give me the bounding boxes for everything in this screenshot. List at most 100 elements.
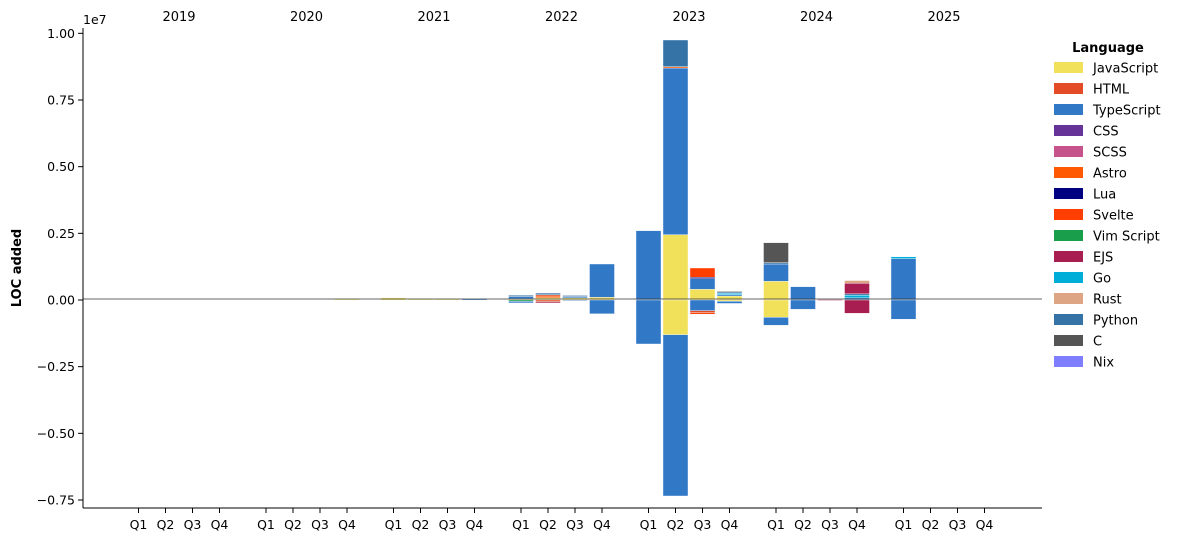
bar-segment-2024-q4-ejs: [844, 283, 870, 295]
legend-swatch-c: [1054, 335, 1083, 346]
legend-swatch-svelte: [1054, 209, 1083, 220]
legend-swatch-python: [1054, 314, 1083, 325]
year-label-2025: 2025: [927, 10, 960, 25]
bar-segment-2022-q1-python: [508, 295, 534, 297]
legend-label-vim-script: Vim Script: [1093, 230, 1160, 245]
y-tick-label: 1.00: [47, 26, 75, 41]
legend-swatch-typescript: [1054, 104, 1083, 115]
x-tick-label-2024-q2: Q2: [794, 517, 812, 532]
legend-swatch-javascript: [1054, 62, 1083, 73]
x-tick-label-2019-q3: Q3: [184, 517, 202, 532]
x-ticks: Q1 Q2 Q3 Q4 Q1 Q2 Q3 Q4 Q1 Q2 Q3 Q4 Q1 Q2 Q3 Q4 Q1 Q2 Q3 Q4…: [130, 508, 993, 532]
bar-segment-2023-q2-javascript: [662, 299, 689, 335]
year-label-2021: 2021: [417, 10, 450, 25]
bar-segment-2025-q1-typescript: [890, 258, 917, 301]
x-tick-label-2020-q2: Q2: [284, 517, 302, 532]
y-tick-label: −0.50: [37, 426, 75, 441]
bar-segment-2023-q3-javascript: [689, 289, 716, 301]
bar-segment-2024-q4-go: [844, 295, 870, 299]
bar-segment-2023-q2-typescript: [662, 334, 689, 497]
legend-swatch-scss: [1054, 146, 1083, 157]
x-tick-label-2024-q4: Q4: [848, 517, 866, 532]
legend-label-python: Python: [1093, 314, 1138, 329]
x-tick-label-2021-q4: Q4: [466, 517, 484, 532]
bar-segment-2023-q2-typescript: [662, 67, 689, 235]
legend-label-css: CSS: [1093, 125, 1119, 140]
bar-segment-2023-q3-lua: [689, 277, 716, 279]
legend-swatch-astro: [1054, 167, 1083, 178]
x-tick-label-2019-q4: Q4: [211, 517, 229, 532]
year-labels: 2019 2020 2021 2022 2023 2024 2025: [162, 10, 960, 25]
year-label-2024: 2024: [800, 10, 833, 25]
legend-label-html: HTML: [1093, 83, 1130, 98]
y-axis-title: LOC added: [10, 229, 25, 307]
y-tick-label: 0.25: [47, 226, 75, 241]
x-tick-label-2023-q3: Q3: [694, 517, 712, 532]
bar-segment-2022-q1-vim-script: [508, 299, 534, 302]
x-tick-label-2022-q2: Q2: [539, 517, 557, 532]
bar-segment-2024-q4-ejs: [844, 299, 870, 314]
bar-segment-2022-q2-python: [535, 292, 561, 295]
legend-label-ejs: EJS: [1093, 251, 1113, 266]
bar-segment-2025-q1-go: [890, 256, 917, 259]
legend-title: Language: [1072, 41, 1144, 56]
bar-segment-2023-q2-javascript: [662, 234, 689, 301]
bar-segment-2022-q3-typescript: [562, 296, 588, 299]
bar-segment-2024-q1-typescript: [763, 263, 789, 282]
legend-label-rust: Rust: [1093, 293, 1122, 308]
bar-segment-2023-q1-typescript: [635, 299, 662, 345]
bar-segment-2022-q4-typescript: [589, 263, 615, 298]
bar-segment-2023-q3-typescript: [689, 278, 716, 290]
y-ticks: −0.75 −0.50 −0.25 0.00 0.25 0.50 0.75 1.00: [37, 26, 83, 508]
legend-swatch-go: [1054, 272, 1083, 283]
legend-label-go: Go: [1093, 272, 1111, 287]
x-tick-label-2019-q2: Q2: [157, 517, 175, 532]
bar-segment-2024-q3-ejs: [817, 299, 843, 301]
bar-segment-2023-q3-svelte: [689, 312, 716, 315]
x-tick-label-2025-q1: Q1: [895, 517, 913, 532]
bar-segment-2023-q3-typescript: [689, 299, 716, 311]
legend-swatch-lua: [1054, 188, 1083, 199]
y-tick-label: −0.25: [37, 359, 75, 374]
legend-label-scss: SCSS: [1093, 146, 1127, 161]
bar-segment-2024-q4-rust: [844, 280, 870, 284]
x-tick-label-2022-q4: Q4: [593, 517, 611, 532]
y-offset-label: 1e7: [83, 12, 107, 27]
bar-segment-2024-q2-typescript: [790, 286, 816, 301]
year-label-2022: 2022: [545, 10, 578, 25]
y-tick-label: −0.75: [37, 493, 75, 508]
year-label-2019: 2019: [162, 10, 195, 25]
x-tick-label-2022-q1: Q1: [512, 517, 530, 532]
legend-label-nix: Nix: [1093, 356, 1114, 371]
bar-segment-2024-q1-javascript: [763, 281, 789, 301]
bar-segment-2023-q4-typescript: [716, 294, 743, 297]
legend-label-svelte: Svelte: [1093, 209, 1134, 224]
x-tick-label-2021-q1: Q1: [385, 517, 403, 532]
year-label-2020: 2020: [290, 10, 323, 25]
legend-swatch-vim-script: [1054, 230, 1083, 241]
bar-segment-2022-q3-typescript: [562, 299, 588, 301]
x-tick-label-2023-q2: Q2: [667, 517, 685, 532]
x-tick-label-2021-q2: Q2: [412, 517, 430, 532]
y-tick-label: 0.50: [47, 159, 75, 174]
bar-segment-2023-q4-typescript: [716, 301, 743, 304]
bar-segment-2024-q1-typescript: [763, 317, 789, 326]
x-tick-label-2019-q1: Q1: [130, 517, 148, 532]
legend-swatch-nix: [1054, 356, 1083, 367]
legend-label-typescript: TypeScript: [1092, 104, 1161, 119]
x-tick-label-2025-q3: Q3: [949, 517, 967, 532]
legend-swatch-html: [1054, 83, 1083, 94]
x-tick-label-2023-q4: Q4: [721, 517, 739, 532]
x-tick-label-2024-q3: Q3: [821, 517, 839, 532]
x-tick-label-2021-q3: Q3: [439, 517, 457, 532]
bar-segment-2023-q3-html: [689, 310, 716, 313]
x-tick-label-2020-q1: Q1: [257, 517, 275, 532]
bar-segment-2022-q2-html: [535, 299, 561, 302]
bar-segment-2023-q4-python: [716, 291, 743, 294]
x-tick-label-2024-q1: Q1: [767, 517, 785, 532]
bar-segment-2023-q4-c: [716, 291, 743, 293]
x-tick-label-2022-q3: Q3: [566, 517, 584, 532]
bar-segment-2023-q4-javascript: [716, 299, 743, 302]
